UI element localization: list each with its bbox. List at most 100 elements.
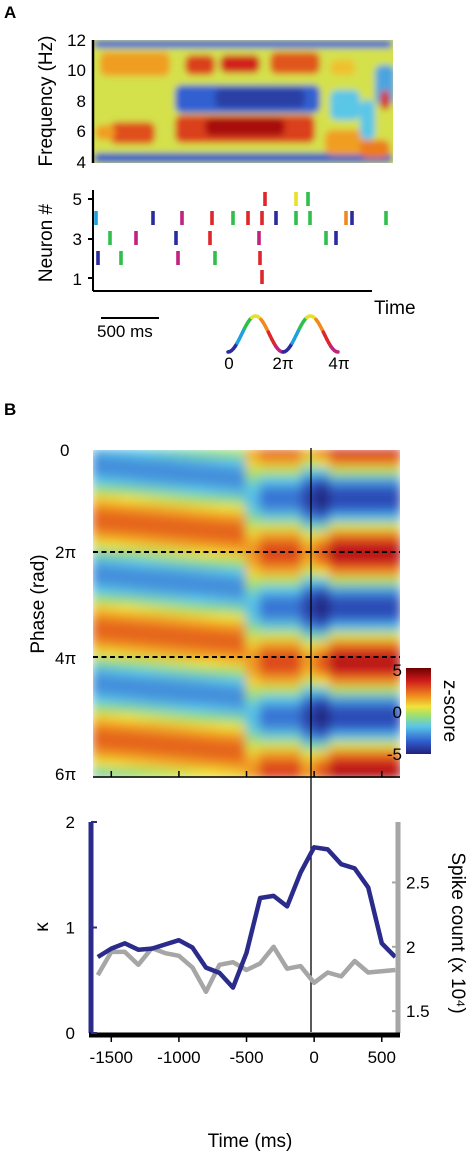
heatmap-cell (371, 758, 388, 770)
spectrogram-image (93, 40, 393, 163)
heatmap-cell (315, 485, 332, 497)
heatmap-cell (287, 767, 304, 778)
heatmap-cell (329, 540, 346, 552)
heatmap-cell (259, 658, 276, 670)
heatmap-cell (315, 749, 332, 761)
spectrogram-cell (185, 55, 215, 75)
heatmap-cell (93, 658, 108, 670)
heatmap-cell (343, 521, 360, 533)
heatmap-cell (301, 531, 318, 543)
heatmap-cell (259, 722, 276, 734)
heatmap-cell (371, 676, 388, 688)
heatmap-cell (119, 767, 136, 778)
heatmap-cell (93, 640, 108, 652)
heatmap-cell (119, 731, 136, 743)
heatmap-cell (217, 740, 234, 752)
heatmap-cell (217, 667, 234, 679)
heatmap-cell (119, 549, 136, 561)
heatmap-cell (93, 450, 108, 461)
heatmap-cell (343, 722, 360, 734)
heatmap-cell (385, 503, 400, 515)
heatmap-cell (133, 722, 150, 734)
heatmap-cell (175, 567, 192, 579)
heatmap-cell (273, 695, 290, 707)
raster-ytick-label: 3 (73, 230, 82, 249)
heatmap-cell (147, 704, 164, 716)
heatmap-cell (371, 667, 388, 679)
heatmap-cell (385, 649, 400, 661)
heatmap-cell (105, 667, 122, 679)
heatmap-cell (245, 767, 262, 778)
heatmap-cell (133, 494, 150, 506)
heatmap-cell (231, 540, 248, 552)
heatmap-cell (119, 467, 136, 479)
heatmap-cell (161, 704, 178, 716)
heatmap-cell (273, 749, 290, 761)
raster-spike (306, 192, 310, 206)
heatmap-cell (203, 494, 220, 506)
heatmap-cell (161, 540, 178, 552)
heatmap-cell (189, 740, 206, 752)
heatmap-cell (301, 713, 318, 725)
heatmap-cell (385, 450, 400, 461)
heatmap-cell (385, 740, 400, 752)
heatmap-cell (189, 576, 206, 588)
heatmap-cell (357, 503, 374, 515)
heatmap-cell (217, 603, 234, 615)
heatmap-cell (357, 567, 374, 579)
heatmap-cell (119, 749, 136, 761)
heatmap-cell (133, 485, 150, 497)
heatmap-cell (329, 731, 346, 743)
heatmap-cell (315, 567, 332, 579)
heatmap-cell (189, 585, 206, 597)
heatmap-cell (105, 558, 122, 570)
raster-spike (294, 211, 298, 225)
heatmap-cell (105, 458, 122, 470)
spec-ytick-label: 12 (67, 31, 86, 50)
heatmap-cell (105, 531, 122, 543)
heatmap-cell (189, 649, 206, 661)
heatmap-cell (385, 640, 400, 652)
heatmap-cell (357, 704, 374, 716)
heatmap-cell (315, 458, 332, 470)
heatmap-cell (245, 676, 262, 688)
heatmap-cell (105, 731, 122, 743)
heatmap-cell (189, 485, 206, 497)
heatmap-cell (371, 567, 388, 579)
heatmap-cell (329, 450, 346, 461)
heatmap-cell (133, 704, 150, 716)
heatmap-cell (287, 521, 304, 533)
heatmap-cell (161, 713, 178, 725)
heatmap-cell (161, 558, 178, 570)
heatmap-cell (287, 704, 304, 716)
heatmap-cell (329, 704, 346, 716)
raster-xlabel: Time (374, 298, 416, 319)
heatmap-cell (315, 695, 332, 707)
heatmap-cell (343, 649, 360, 661)
heatmap-cell (343, 685, 360, 697)
heatmap-cell (147, 640, 164, 652)
heatmap-cell (301, 695, 318, 707)
raster-spike (210, 211, 214, 225)
heatmap-cell (203, 658, 220, 670)
heatmap-cell (203, 549, 220, 561)
heatmap-cell (273, 603, 290, 615)
heatmap-cell (245, 667, 262, 679)
line-xlabel: Time (ms) (208, 1131, 293, 1152)
heatmap-cell (343, 458, 360, 470)
heatmap-cell (273, 758, 290, 770)
heatmap-cell (315, 549, 332, 561)
heatmap-cell (259, 613, 276, 625)
heatmap-cell (119, 758, 136, 770)
heatmap-cell (287, 667, 304, 679)
heatmap-cell (259, 549, 276, 561)
heatmap-cell (301, 476, 318, 488)
heatmap-cell (175, 494, 192, 506)
heatmap-cell (105, 540, 122, 552)
heatmap-cell (287, 713, 304, 725)
heatmap-cell (245, 704, 262, 716)
heatmap-cell (147, 767, 164, 778)
heatmap-cell (343, 494, 360, 506)
heatmap-cell (189, 658, 206, 670)
heatmap-cell (301, 704, 318, 716)
